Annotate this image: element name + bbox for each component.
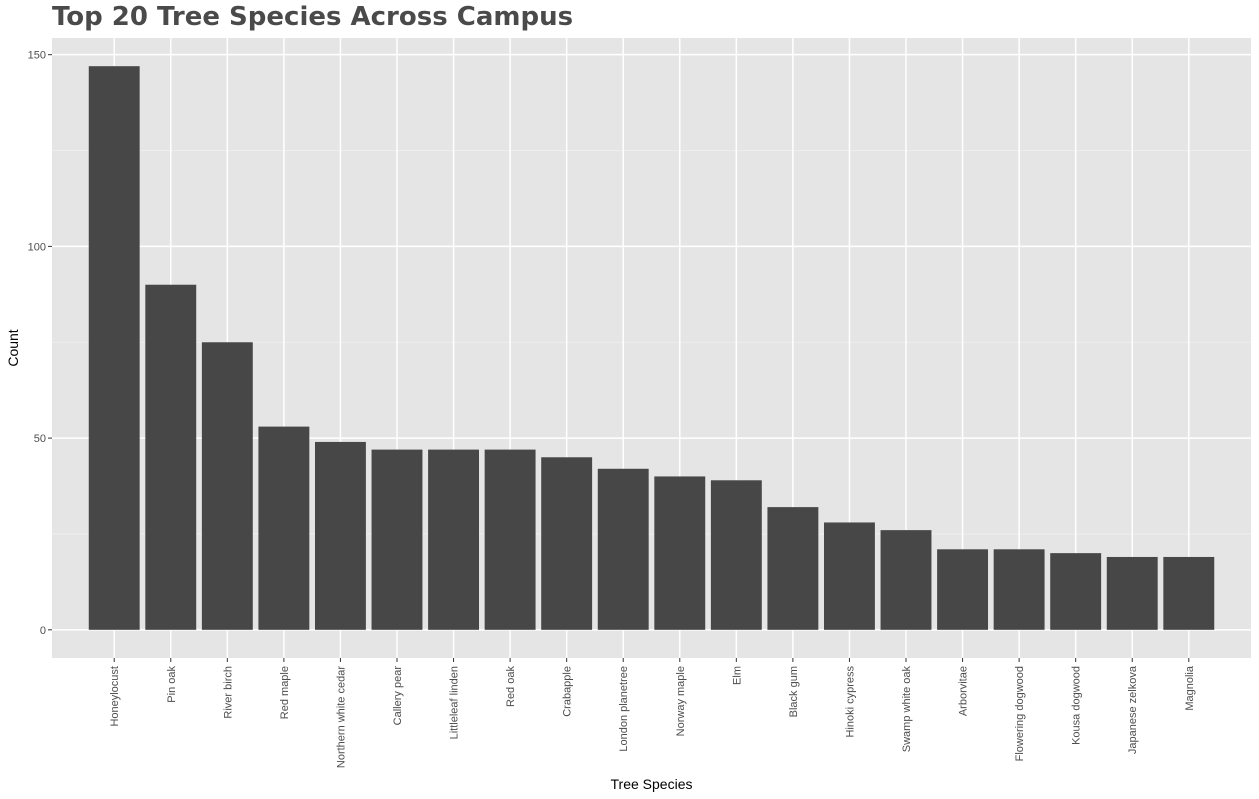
bar xyxy=(314,441,366,630)
bar xyxy=(937,549,989,630)
x-tick-label: Pin oak xyxy=(166,666,178,703)
bar xyxy=(710,480,762,630)
x-axis: Honeylocust Pin oak River birch Red maple No… xyxy=(109,658,1196,768)
bar xyxy=(88,66,140,630)
x-tick-label: Honeylocust xyxy=(109,666,121,727)
x-tick-label: Swamp white oak xyxy=(901,666,913,753)
chart-title: Top 20 Tree Species Across Campus xyxy=(52,2,574,32)
x-tick-label: Kousa dogwood xyxy=(1071,666,1083,745)
y-axis-title: Count xyxy=(5,329,21,366)
y-tick-label: 100 xyxy=(28,241,46,253)
x-tick-label: Crabapple xyxy=(562,666,574,717)
bars xyxy=(88,66,1215,630)
x-tick-label: Arborvitae xyxy=(958,666,970,716)
x-tick-label: Flowering dogwood xyxy=(1014,666,1026,761)
x-tick-label: Red oak xyxy=(505,666,517,707)
x-tick-label: Northern white cedar xyxy=(335,666,347,768)
bar xyxy=(428,449,480,630)
y-axis: 0 50 100 150 xyxy=(28,50,52,637)
y-tick-label: 50 xyxy=(34,433,46,445)
bar xyxy=(654,476,706,630)
bar xyxy=(823,522,875,630)
bar xyxy=(767,507,819,630)
bar xyxy=(1050,553,1102,630)
x-tick-label: River birch xyxy=(222,666,234,719)
bar xyxy=(1163,556,1215,630)
x-tick-label: Japanese zelkova xyxy=(1127,665,1139,754)
x-tick-label: London planetree xyxy=(618,666,630,752)
bar xyxy=(597,468,649,630)
x-tick-label: Norway maple xyxy=(675,666,687,736)
bar xyxy=(371,449,423,630)
bar xyxy=(145,284,197,630)
y-tick-label: 0 xyxy=(40,625,46,637)
x-tick-label: Elm xyxy=(731,666,743,685)
bar xyxy=(484,449,536,630)
x-tick-label: Red maple xyxy=(279,666,291,719)
x-tick-label: Hinoki cypress xyxy=(844,666,856,738)
x-tick-label: Magnolia xyxy=(1184,665,1196,711)
bar xyxy=(1106,556,1158,630)
bar xyxy=(541,457,593,630)
x-tick-label: Littleleaf linden xyxy=(449,666,461,739)
bar xyxy=(993,549,1045,630)
x-tick-label: Callery pear xyxy=(392,666,404,726)
y-tick-label: 150 xyxy=(28,50,46,62)
bar xyxy=(880,530,932,630)
bar xyxy=(201,342,253,630)
x-axis-title: Tree Species xyxy=(611,776,693,792)
bar xyxy=(258,426,310,630)
x-tick-label: Black gum xyxy=(788,666,800,717)
